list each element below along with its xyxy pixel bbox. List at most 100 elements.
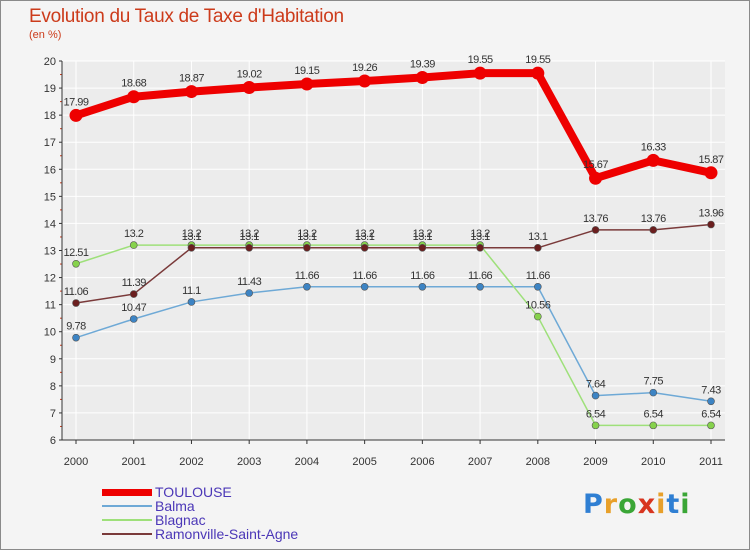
data-point xyxy=(69,108,83,122)
data-label: 11.66 xyxy=(295,270,320,282)
data-label: 13.2 xyxy=(413,228,433,240)
series-toulouse: 17.99 18.68 18.87 19.02 19.15 19.26 19.39 19.55… xyxy=(63,54,724,185)
data-label: 13.76 xyxy=(583,213,608,225)
data-label: 13.2 xyxy=(182,228,202,240)
data-label: 11.66 xyxy=(468,270,493,282)
data-point xyxy=(589,171,603,185)
data-label: 11.43 xyxy=(237,276,262,288)
data-point xyxy=(704,166,718,180)
data-point xyxy=(534,282,542,291)
data-point xyxy=(591,391,600,400)
y-tick-label: 10 xyxy=(44,327,56,339)
data-label: 19.15 xyxy=(294,65,319,77)
data-point xyxy=(476,243,484,252)
data-point xyxy=(534,243,542,252)
data-label: 7.43 xyxy=(701,384,721,396)
series-balma: 9.78 10.47 11.1 11.43 11.66 11.66 11.66 11.66 11… xyxy=(66,270,722,406)
data-point xyxy=(418,282,427,291)
data-point xyxy=(649,226,658,234)
x-tick-label: 2003 xyxy=(237,456,261,468)
data-point xyxy=(358,74,372,88)
data-label: 15.67 xyxy=(583,159,608,171)
data-point xyxy=(707,397,715,406)
x-tick-label: 2004 xyxy=(295,456,319,468)
legend-label: Blagnac xyxy=(155,512,206,528)
y-tick-label: 6 xyxy=(50,435,56,447)
data-label: 13.1 xyxy=(239,231,259,243)
proxiti-logo: Proxiti xyxy=(583,489,691,520)
chart-title: Evolution du Taux de Taxe d'Habitation xyxy=(29,6,344,27)
data-label: 19.55 xyxy=(525,54,550,66)
y-tick-label: 20 xyxy=(44,56,56,68)
data-label: 13.2 xyxy=(239,228,259,240)
legend-label: Ramonville-Saint-Agne xyxy=(155,526,299,542)
x-tick-label: 2000 xyxy=(64,456,88,468)
y-tick-label: 14 xyxy=(44,218,56,230)
x-tick-label: 2010 xyxy=(641,456,665,468)
x-tick-label: 2008 xyxy=(526,456,550,468)
data-point xyxy=(129,241,138,249)
data-label: 13.96 xyxy=(698,208,723,220)
legend-label: TOULOUSE xyxy=(155,484,232,500)
data-point xyxy=(476,282,484,291)
data-label: 16.33 xyxy=(641,141,666,153)
data-label: 7.64 xyxy=(586,379,606,391)
chart-subtitle: (en %) xyxy=(29,29,62,41)
data-label: 11.66 xyxy=(353,270,378,282)
data-label: 13.1 xyxy=(470,231,490,243)
data-label: 18.87 xyxy=(179,73,204,85)
y-tick-label: 19 xyxy=(44,83,56,95)
data-point xyxy=(303,282,311,291)
data-point xyxy=(534,312,542,321)
x-tick-label: 2009 xyxy=(583,456,607,468)
logo-letter: r xyxy=(603,489,619,520)
data-label: 13.1 xyxy=(182,231,202,243)
data-point xyxy=(591,226,600,234)
series-line xyxy=(75,223,712,304)
data-point xyxy=(303,243,311,252)
data-label: 13.1 xyxy=(297,231,317,243)
data-label: 11.39 xyxy=(122,277,147,289)
x-tick-label: 2007 xyxy=(468,456,492,468)
data-label: 13.1 xyxy=(413,231,433,243)
legend-swatch xyxy=(102,488,152,496)
data-point xyxy=(72,259,80,268)
data-point xyxy=(473,66,487,80)
data-label: 19.02 xyxy=(237,69,262,81)
y-tick-label: 15 xyxy=(44,191,56,203)
data-label: 9.78 xyxy=(66,321,86,333)
y-tick-label: 13 xyxy=(44,246,56,258)
data-point xyxy=(127,90,141,104)
logo-letter: x xyxy=(637,489,657,520)
data-point xyxy=(72,299,80,307)
data-label: 6.54 xyxy=(701,408,721,420)
series-line xyxy=(75,286,712,403)
y-tick-label: 8 xyxy=(50,381,56,393)
data-label: 6.54 xyxy=(586,408,606,420)
data-point xyxy=(242,81,256,95)
y-tick-label: 11 xyxy=(45,300,56,312)
data-label: 18.68 xyxy=(121,78,146,90)
data-point xyxy=(129,290,138,298)
data-point xyxy=(245,289,253,297)
data-label: 11.66 xyxy=(410,270,435,282)
data-label: 12.51 xyxy=(63,247,88,259)
data-label: 11.66 xyxy=(526,270,551,282)
data-point xyxy=(707,421,715,430)
data-point xyxy=(591,421,600,430)
y-tick-label: 7 xyxy=(50,408,56,420)
legend-swatch xyxy=(102,505,152,507)
data-label: 17.99 xyxy=(63,96,88,108)
data-label: 15.87 xyxy=(698,154,723,166)
data-label: 19.39 xyxy=(410,59,435,71)
logo-letter: t xyxy=(666,489,681,520)
data-point xyxy=(245,243,253,252)
data-point xyxy=(649,421,658,430)
y-tick-label: 9 xyxy=(50,354,56,366)
y-tick-label: 16 xyxy=(44,164,56,176)
data-label: 13.76 xyxy=(641,213,666,225)
logo-letter: i xyxy=(656,489,667,520)
